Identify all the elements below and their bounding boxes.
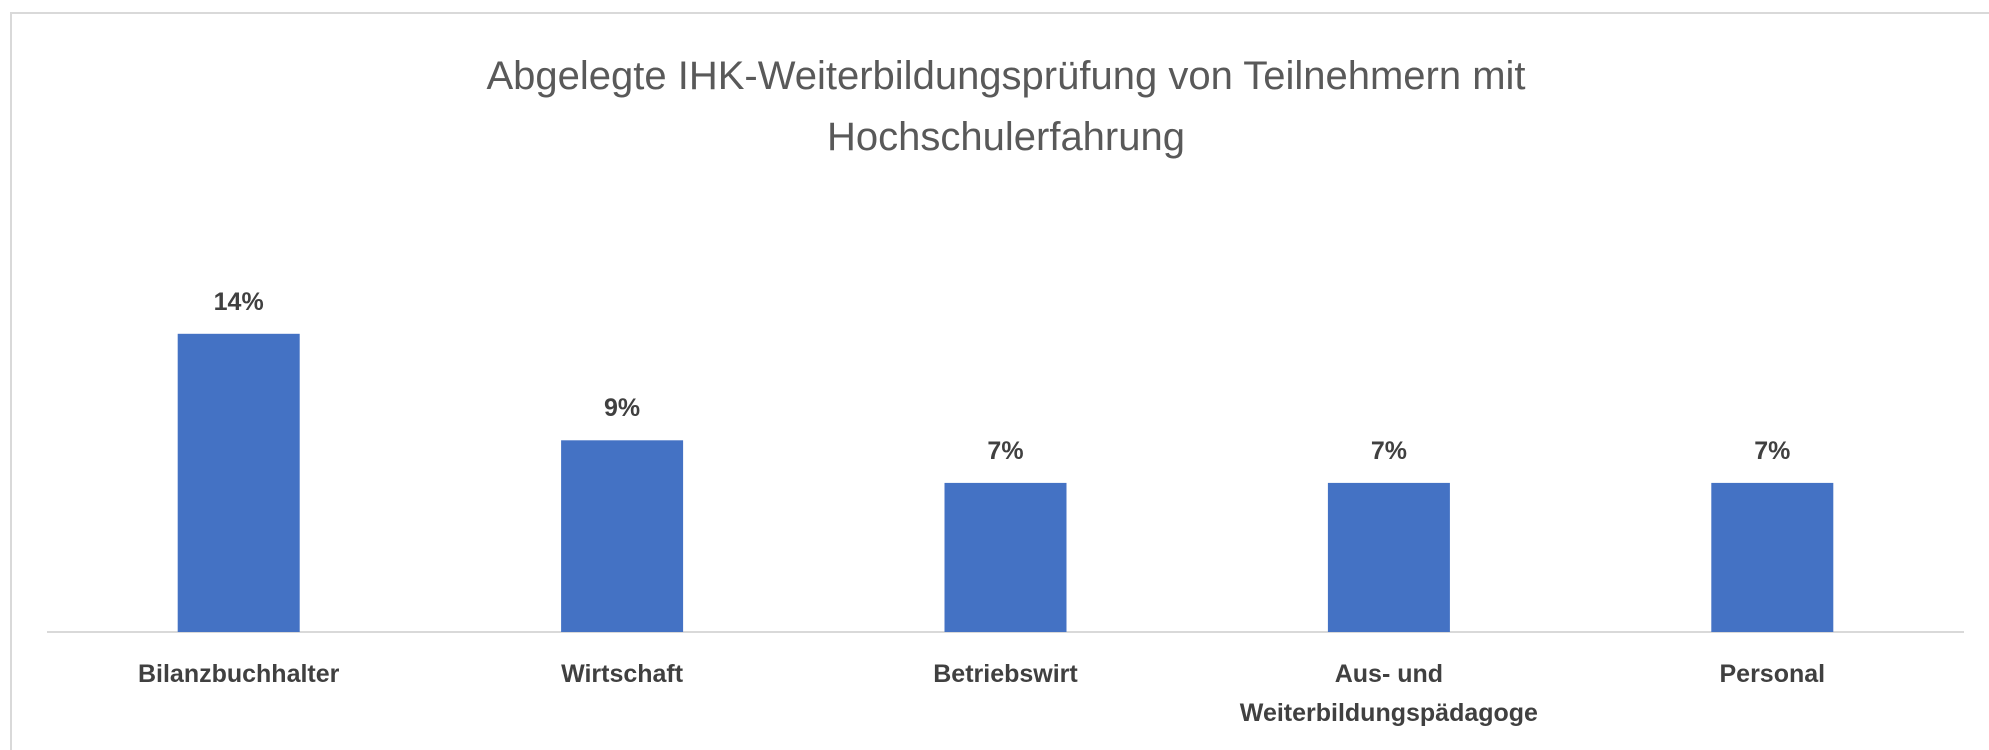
- chart-border: [10, 12, 1989, 750]
- chart-title: Abgelegte IHK-Weiterbildungsprüfung von …: [486, 54, 1526, 159]
- x-tick-label: Wirtschaft: [561, 660, 684, 688]
- bar: [1711, 482, 1834, 632]
- x-tick-label: Personal: [1719, 660, 1826, 688]
- x-tick-label: Betriebswirt: [933, 660, 1078, 688]
- bar: [1327, 482, 1450, 632]
- data-label: 7%: [1370, 436, 1407, 465]
- data-label: 9%: [604, 394, 641, 423]
- bar: [944, 482, 1067, 632]
- data-label: 7%: [1754, 436, 1791, 465]
- data-label: 7%: [987, 436, 1024, 465]
- x-tick-label: Bilanzbuchhalter: [137, 660, 340, 688]
- data-label: 14%: [213, 287, 264, 316]
- bar: [561, 440, 684, 632]
- bar: [177, 333, 300, 632]
- x-tick-label: Aus- und Weiterbildungspädagoge: [1239, 660, 1538, 727]
